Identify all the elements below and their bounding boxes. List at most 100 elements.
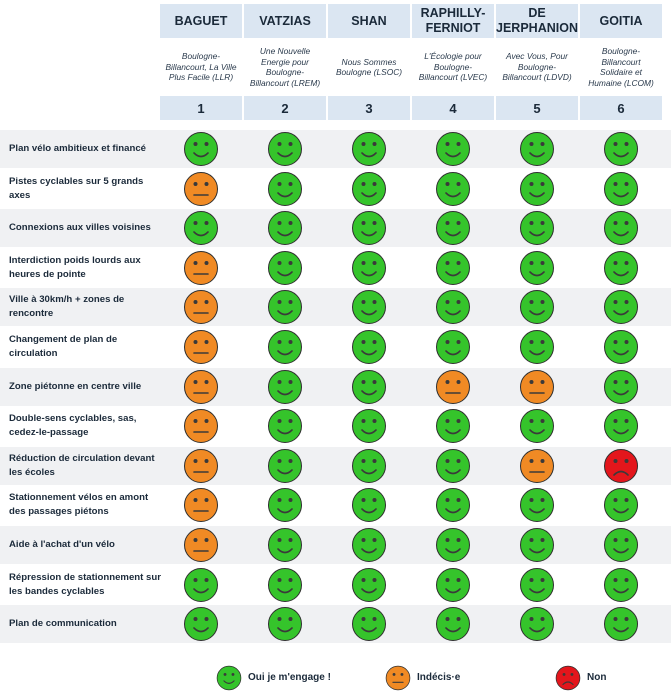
smiley-neutral-icon	[519, 448, 555, 484]
legend-smiley-neutral-icon	[385, 665, 411, 691]
smiley-happy-icon	[519, 329, 555, 365]
row-label: Stationnement vélos en amont des passage…	[9, 492, 149, 517]
smiley-happy-icon	[519, 606, 555, 642]
row-label: Ville à 30km/h + zones de rencontre	[9, 294, 125, 319]
smiley-happy-icon	[435, 131, 471, 167]
smiley-happy-icon	[603, 527, 639, 563]
legend-smiley-happy-icon	[216, 665, 242, 691]
row-label: Répression de stationnement sur les band…	[9, 572, 161, 597]
row-label: Interdiction poids lourds aux heures de …	[9, 255, 141, 280]
commitment-table: BAGUET Boulogne-Billancourt, La Ville Plu…	[0, 4, 671, 643]
smiley-happy-icon	[603, 606, 639, 642]
smiley-happy-icon	[519, 487, 555, 523]
smiley-neutral-icon	[183, 250, 219, 286]
smiley-happy-icon	[267, 171, 303, 207]
smiley-happy-icon	[519, 408, 555, 444]
smiley-happy-icon	[435, 210, 471, 246]
row-label: Connexions aux villes voisines	[9, 222, 151, 233]
smiley-happy-icon	[267, 567, 303, 603]
candidate-name-4: RAPHILLY-FERNIOT	[412, 4, 494, 38]
smiley-happy-icon	[603, 171, 639, 207]
smiley-neutral-icon	[519, 369, 555, 405]
smiley-happy-icon	[351, 527, 387, 563]
smiley-happy-icon	[351, 487, 387, 523]
smiley-happy-icon	[603, 408, 639, 444]
smiley-neutral-icon	[435, 369, 471, 405]
smiley-happy-icon	[267, 408, 303, 444]
smiley-neutral-icon	[183, 329, 219, 365]
smiley-happy-icon	[267, 369, 303, 405]
smiley-happy-icon	[351, 408, 387, 444]
row-label: Double-sens cyclables, sas, cedez-le-pas…	[9, 413, 137, 438]
table-row	[0, 130, 671, 168]
smiley-happy-icon	[435, 567, 471, 603]
smiley-neutral-icon	[183, 487, 219, 523]
smiley-happy-icon	[435, 448, 471, 484]
smiley-happy-icon	[603, 289, 639, 325]
candidate-list-2: Une Nouvelle Energie pour Boulogne-Billa…	[244, 40, 326, 94]
smiley-happy-icon	[267, 289, 303, 325]
table-row	[0, 209, 671, 247]
candidate-number-6: 6	[580, 96, 662, 120]
smiley-happy-icon	[351, 567, 387, 603]
smiley-happy-icon	[519, 527, 555, 563]
smiley-happy-icon	[603, 487, 639, 523]
candidate-list-5: Avec Vous, Pour Boulogne-Billancourt (LD…	[496, 40, 578, 94]
smiley-happy-icon	[351, 329, 387, 365]
smiley-happy-icon	[603, 369, 639, 405]
smiley-happy-icon	[267, 606, 303, 642]
legend-label-no: Non	[587, 672, 607, 683]
legend-smiley-sad-icon	[555, 665, 581, 691]
candidate-list-6: Boulogne-Billancourt Solidaire et Humain…	[580, 40, 662, 94]
candidate-number-1: 1	[160, 96, 242, 120]
smiley-happy-icon	[435, 527, 471, 563]
smiley-happy-icon	[603, 329, 639, 365]
table-row	[0, 526, 671, 564]
smiley-happy-icon	[519, 171, 555, 207]
smiley-happy-icon	[519, 210, 555, 246]
smiley-happy-icon	[435, 606, 471, 642]
smiley-happy-icon	[267, 448, 303, 484]
candidate-list-3: Nous Sommes Boulogne (LSOC)	[328, 40, 410, 94]
legend-label-undecided: Indécis·e	[417, 672, 461, 683]
smiley-happy-icon	[435, 487, 471, 523]
smiley-happy-icon	[603, 210, 639, 246]
smiley-happy-icon	[435, 171, 471, 207]
candidate-name-3: SHAN	[328, 4, 410, 38]
smiley-neutral-icon	[183, 448, 219, 484]
smiley-happy-icon	[519, 250, 555, 286]
smiley-happy-icon	[435, 408, 471, 444]
smiley-happy-icon	[267, 487, 303, 523]
smiley-neutral-icon	[183, 289, 219, 325]
smiley-happy-icon	[267, 527, 303, 563]
candidate-name-1: BAGUET	[160, 4, 242, 38]
smiley-happy-icon	[519, 289, 555, 325]
smiley-happy-icon	[519, 131, 555, 167]
smiley-happy-icon	[435, 250, 471, 286]
row-label: Changement de plan de circulation	[9, 334, 118, 359]
row-label: Réduction de circulation devant les écol…	[9, 453, 155, 478]
candidate-list-1: Boulogne-Billancourt, La Ville Plus Faci…	[160, 40, 242, 94]
smiley-neutral-icon	[183, 527, 219, 563]
candidate-list-4: L'Écologie pour Boulogne-Billancourt (LV…	[412, 40, 494, 94]
candidate-number-2: 2	[244, 96, 326, 120]
row-label: Pistes cyclables sur 5 grands axes	[9, 176, 144, 201]
row-label: Plan de communication	[9, 618, 117, 629]
smiley-happy-icon	[603, 131, 639, 167]
smiley-happy-icon	[351, 131, 387, 167]
smiley-happy-icon	[351, 210, 387, 246]
smiley-sad-icon	[603, 448, 639, 484]
smiley-happy-icon	[267, 210, 303, 246]
smiley-happy-icon	[351, 369, 387, 405]
smiley-happy-icon	[267, 131, 303, 167]
smiley-happy-icon	[183, 567, 219, 603]
smiley-neutral-icon	[183, 369, 219, 405]
smiley-happy-icon	[183, 606, 219, 642]
smiley-happy-icon	[435, 289, 471, 325]
smiley-happy-icon	[351, 289, 387, 325]
candidate-name-2: VATZIAS	[244, 4, 326, 38]
legend-label-yes: Oui je m'engage !	[248, 672, 331, 683]
smiley-happy-icon	[435, 329, 471, 365]
smiley-happy-icon	[183, 210, 219, 246]
row-label: Plan vélo ambitieux et financé	[9, 143, 147, 154]
